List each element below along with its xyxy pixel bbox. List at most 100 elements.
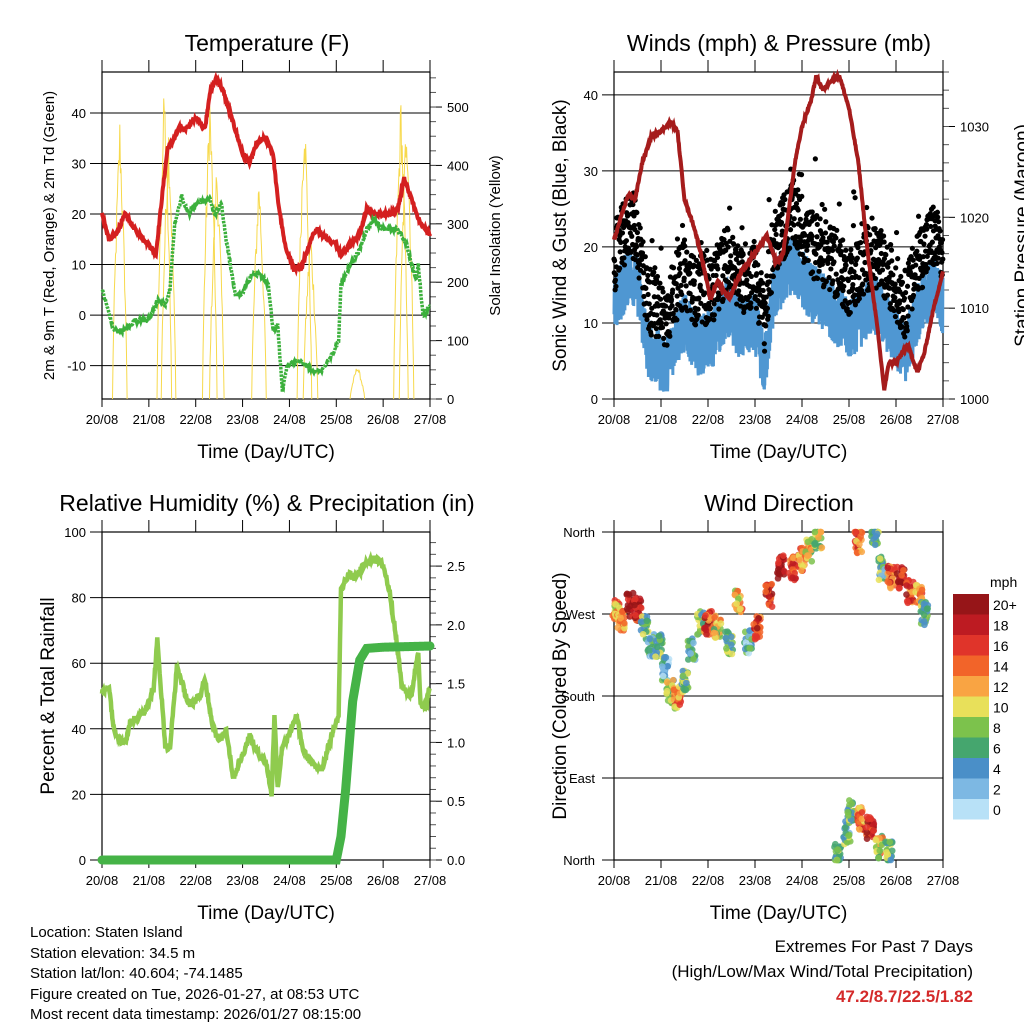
- x-tick-label: 24/08: [786, 412, 819, 427]
- direction-point: [728, 633, 735, 641]
- plot-data: [97, 550, 435, 865]
- gust-point: [673, 307, 679, 313]
- gust-point: [625, 219, 631, 226]
- y-tick-label-right: 300: [447, 217, 469, 232]
- gust-point: [766, 197, 772, 203]
- gust-point: [779, 211, 785, 217]
- gust-point: [652, 265, 658, 271]
- gust-point: [805, 242, 811, 248]
- gust-point: [751, 238, 757, 245]
- x-tick-label: 21/08: [133, 412, 166, 427]
- gust-point: [751, 244, 757, 250]
- direction-point: [870, 827, 877, 835]
- x-tick-label: 23/08: [739, 412, 772, 427]
- legend-swatch: [953, 799, 989, 820]
- gust-point: [856, 275, 862, 281]
- gust-point: [829, 247, 836, 253]
- gust-point: [797, 216, 804, 222]
- y-tick-label-right: 1030: [960, 120, 989, 135]
- gust-point: [661, 335, 667, 341]
- y-tick-label: East: [569, 771, 595, 786]
- x-tick-label: 26/08: [880, 412, 913, 427]
- gust-point: [896, 308, 902, 315]
- gust-point: [639, 250, 646, 256]
- gust-point: [935, 214, 941, 220]
- gust-point: [847, 309, 853, 316]
- gust-point: [628, 249, 634, 255]
- direction-point: [631, 601, 638, 609]
- direction-point: [614, 624, 622, 631]
- gust-point: [923, 261, 929, 268]
- gust-point: [799, 251, 805, 258]
- direction-point: [655, 632, 663, 640]
- gust-point: [684, 249, 690, 255]
- gust-point: [676, 265, 683, 272]
- gust-point: [864, 204, 870, 211]
- y-tick-label: 60: [72, 656, 86, 671]
- direction-point: [768, 603, 776, 610]
- extremes-values: 47.2/8.7/22.5/1.82: [835, 987, 973, 1006]
- legend-label: 14: [993, 659, 1009, 675]
- gust-point: [900, 306, 906, 313]
- gust-point: [654, 312, 660, 318]
- gust-point: [824, 239, 830, 245]
- gust-point: [711, 301, 717, 307]
- gust-point: [754, 271, 760, 277]
- direction-point: [669, 676, 677, 684]
- gust-point: [852, 195, 858, 201]
- gust-point: [854, 255, 860, 261]
- gust-point: [720, 273, 726, 279]
- direction-point: [906, 583, 914, 591]
- gust-point: [793, 201, 800, 207]
- gust-point: [687, 270, 693, 276]
- gust-point: [664, 342, 670, 348]
- gust-point: [791, 222, 797, 228]
- gust-point: [848, 259, 855, 265]
- direction-point: [789, 574, 796, 582]
- x-tick-label: 23/08: [739, 873, 772, 888]
- gust-point: [867, 232, 873, 238]
- y-tick-label-right: 1.0: [447, 735, 465, 750]
- gust-point: [633, 244, 640, 250]
- direction-point: [898, 571, 905, 579]
- legend-swatch: [953, 737, 989, 758]
- gust-point: [634, 252, 640, 258]
- gust-point: [892, 281, 898, 287]
- gust-point: [905, 304, 911, 310]
- gust-point: [740, 252, 746, 258]
- gust-point: [681, 237, 688, 243]
- direction-point: [746, 644, 754, 652]
- location-text: Location: Staten Island: [30, 924, 183, 941]
- gust-point: [704, 247, 710, 254]
- gust-point: [668, 296, 675, 303]
- direction-point: [897, 579, 905, 586]
- gust-point: [715, 266, 721, 272]
- gust-point: [883, 252, 889, 258]
- gust-point: [725, 227, 731, 233]
- direction-point: [612, 601, 619, 608]
- y-tick-label: 20: [72, 207, 86, 222]
- y-tick-label: 20: [72, 787, 86, 802]
- plot-frame: [101, 71, 431, 400]
- gust-point: [696, 295, 702, 301]
- gust-point: [640, 239, 646, 245]
- x-tick-label: 24/08: [273, 412, 306, 427]
- gust-point: [795, 207, 801, 213]
- gust-point: [645, 272, 651, 279]
- gust-point: [819, 201, 825, 208]
- gust-point: [637, 225, 643, 231]
- gust-point: [843, 262, 849, 268]
- direction-point: [638, 613, 646, 620]
- gust-point: [823, 219, 829, 225]
- gust-point: [679, 291, 685, 298]
- gust-point: [831, 243, 837, 249]
- direction-point: [775, 570, 782, 578]
- gust-point: [772, 227, 778, 233]
- gust-point: [809, 233, 815, 239]
- gust-point: [795, 187, 801, 193]
- gust-point: [782, 196, 788, 203]
- gust-point: [838, 248, 844, 255]
- direction-point: [736, 605, 744, 613]
- gust-point: [814, 213, 820, 219]
- gust-point: [809, 269, 816, 275]
